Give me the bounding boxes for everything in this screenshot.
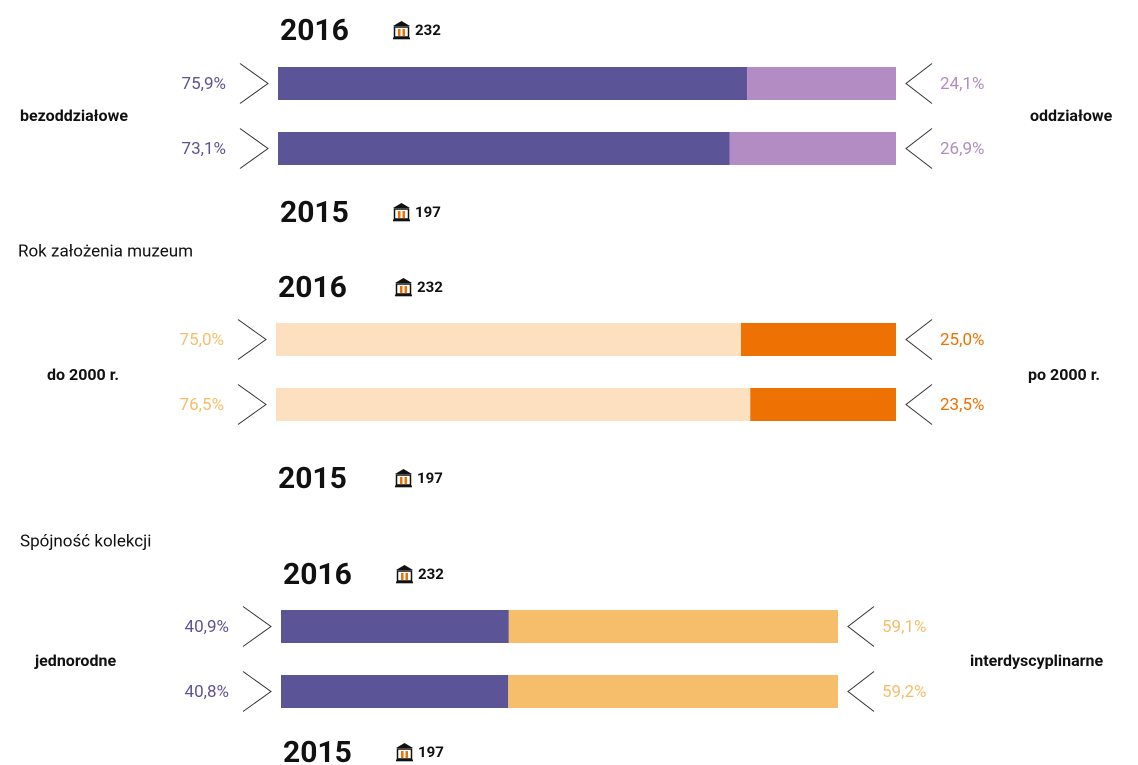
chevron [239,63,269,104]
chevron [905,63,933,104]
icon-col [398,29,401,36]
chevron [847,606,875,647]
chevron [847,671,875,712]
chevron [242,606,272,647]
bar-segment [278,132,730,165]
chevron [239,128,269,169]
chevron [905,384,933,425]
icon-col [401,573,404,580]
bar-segment [508,610,838,643]
series-name: oddziałowe [1030,106,1113,125]
year-label: 2015 [280,195,349,230]
bar-segment [281,675,509,708]
icon-col [404,477,407,484]
icon-base [395,294,412,297]
museum-icon [395,278,412,297]
museum-count: 197 [418,743,444,761]
value-label: 73,1% [182,139,226,159]
museum-count: 232 [417,278,443,296]
bar-segment [747,67,896,100]
series-name: jednorodne [34,651,116,670]
bar-segment [741,323,896,356]
icon-body [395,474,412,486]
icon-body [396,570,413,582]
museum-icon [396,565,413,584]
bar-segment [729,132,896,165]
value-label: 40,9% [185,617,229,637]
value-label: 76,5% [180,395,224,415]
icon-roof [393,21,410,26]
museum-icon [396,743,413,762]
icon-roof [395,278,412,283]
year-label: 2016 [280,13,349,48]
bar-segment [281,610,509,643]
series-name: bezoddziałowe [20,106,128,125]
bar-segment [750,388,896,421]
icon-col [402,211,405,218]
museum-count: 197 [417,469,443,487]
museum-count: 197 [415,203,441,221]
chevron [905,319,933,360]
icon-base [395,485,412,488]
icon-base [396,759,413,762]
value-label: 40,8% [185,682,229,702]
section-title: Spójność kolekcji [20,531,151,551]
value-label: 26,9% [940,139,984,159]
icon-body [396,748,413,760]
icon-base [396,581,413,584]
icon-col [400,477,403,484]
year-label: 2016 [278,270,347,305]
icon-col [402,29,405,36]
chevron [905,128,933,169]
bar-segment [276,323,741,356]
bar-segment [278,67,748,100]
value-label: 75,0% [180,330,224,350]
value-label: 24,1% [940,74,984,94]
icon-col [401,751,404,758]
icon-col [400,286,403,293]
icon-col [405,573,408,580]
series-name: interdyscyplinarne [970,651,1103,670]
year-label: 2016 [283,557,352,592]
icon-body [395,283,412,295]
museum-icon [393,203,410,222]
icon-body [393,26,410,38]
value-label: 59,2% [882,682,926,702]
icon-base [393,219,410,222]
museum-icon [395,469,412,488]
value-label: 25,0% [940,330,984,350]
value-label: 59,1% [882,617,926,637]
chevron [237,319,267,360]
series-name: do 2000 r. [47,365,119,384]
icon-body [393,208,410,220]
museum-count: 232 [415,21,441,39]
chevron [237,384,267,425]
value-label: 23,5% [940,395,984,415]
icon-roof [396,565,413,570]
museum-icon [393,21,410,40]
icon-base [393,37,410,40]
museum-count: 232 [418,565,444,583]
icon-roof [396,743,413,748]
year-label: 2015 [283,735,352,765]
value-label: 75,9% [182,74,226,94]
bar-segment [508,675,838,708]
icon-roof [393,203,410,208]
icon-col [405,751,408,758]
year-label: 2015 [278,461,347,496]
section-title: Rok założenia muzeum [18,241,193,261]
bar-segment [276,388,751,421]
series-name: po 2000 r. [1028,365,1100,384]
chevron [242,671,272,712]
icon-roof [395,469,412,474]
icon-col [398,211,401,218]
icon-col [404,286,407,293]
